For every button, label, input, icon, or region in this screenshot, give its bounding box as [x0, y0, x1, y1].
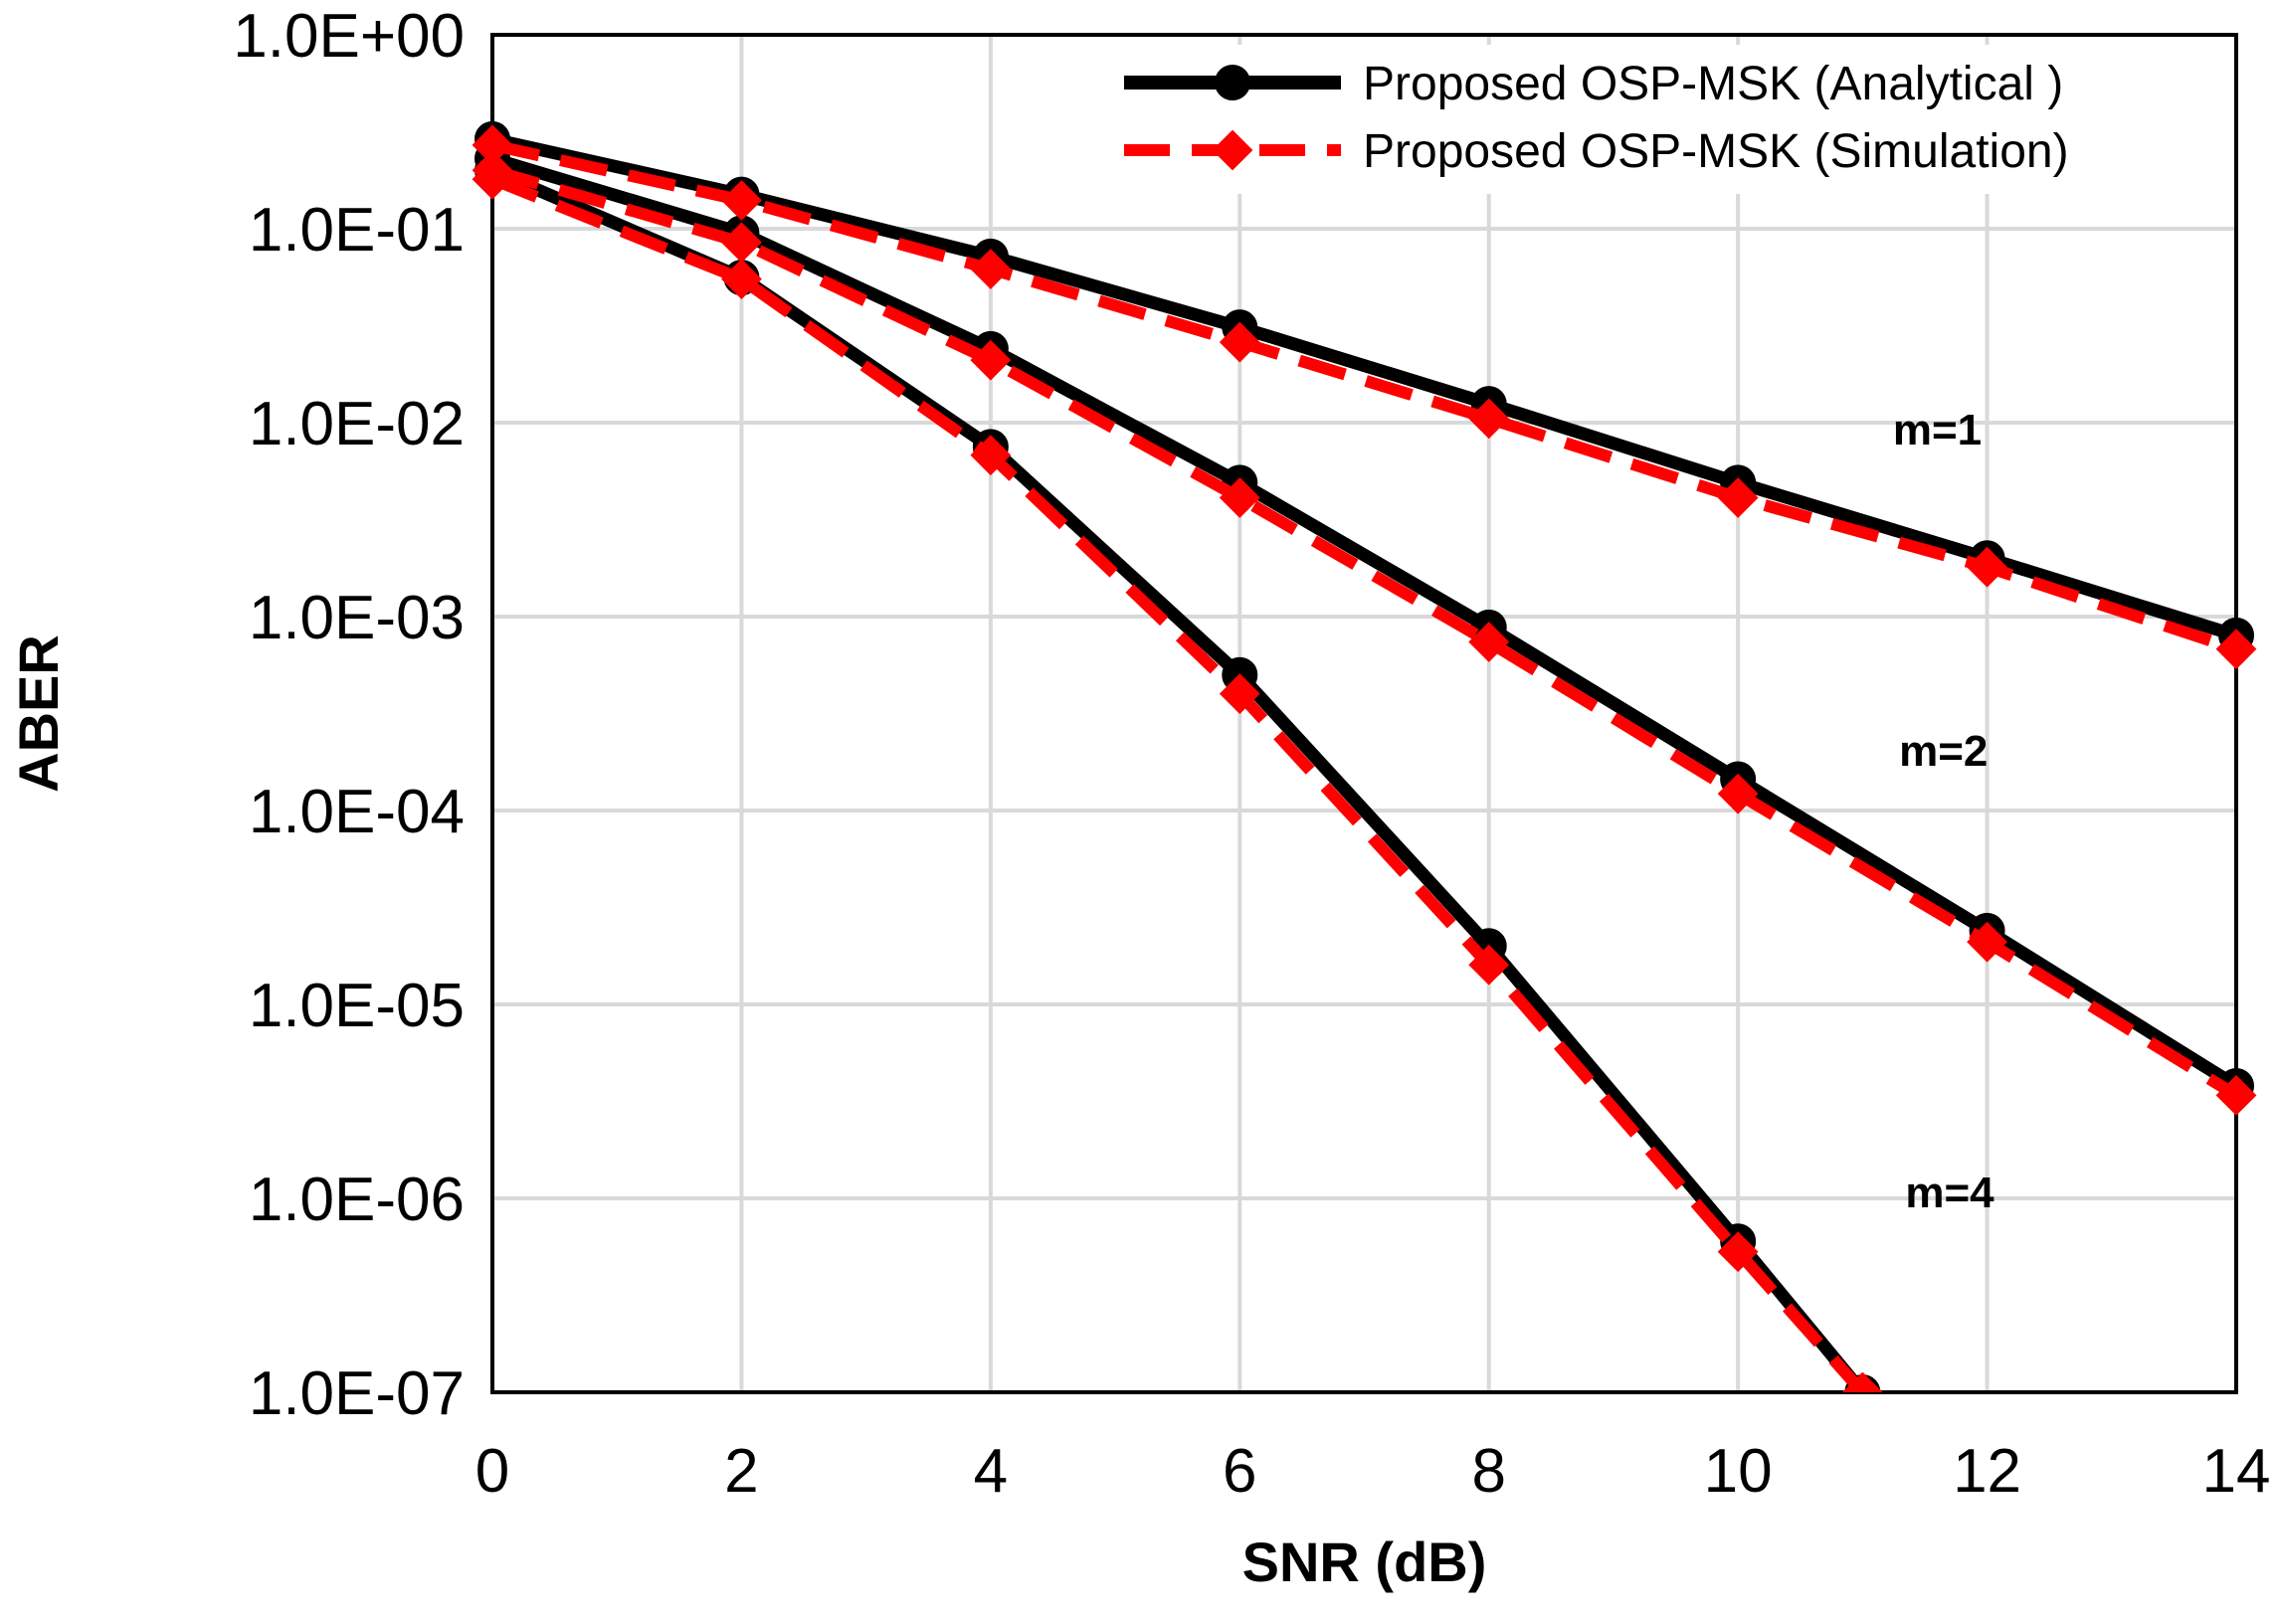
x-tick-label: 10: [1704, 1437, 1773, 1506]
y-tick-label: 1.0E-02: [249, 390, 465, 458]
data-series: [472, 120, 2257, 1392]
annotation-label: m=1: [1893, 406, 1982, 454]
series-line: [490, 164, 2240, 1101]
x-tick-label: 4: [974, 1437, 1008, 1506]
data-point-diamond: [1717, 1231, 1759, 1273]
legend-label: Proposed OSP-MSK (Analytical ): [1363, 58, 2063, 110]
y-tick-label: 1.0E+00: [233, 2, 465, 71]
y-axis-title: ABER: [7, 634, 70, 793]
curve-annotations: m=1 m=2 m=4: [1893, 406, 1994, 1217]
x-tick-label: 6: [1223, 1437, 1256, 1506]
y-tick-label: 1.0E-07: [249, 1359, 465, 1428]
x-tick-label: 14: [2202, 1437, 2271, 1506]
x-axis-tick-labels: 0 2 4 6 8 10 12 14: [475, 1437, 2271, 1506]
data-point-diamond: [2215, 1074, 2257, 1116]
legend-marker-circle: [1215, 65, 1250, 100]
data-point-diamond: [1841, 1371, 1883, 1392]
annotation-label: m=2: [1899, 727, 1988, 776]
data-point-diamond: [1717, 477, 1759, 518]
x-tick-label: 12: [1953, 1437, 2021, 1506]
data-point-diamond: [1967, 921, 2007, 963]
data-point-diamond: [2215, 629, 2257, 670]
series-line: [485, 151, 2243, 1093]
legend-entry-simulation: Proposed OSP-MSK (Simulation): [1124, 125, 2069, 178]
data-point-diamond: [1219, 321, 1260, 363]
data-point-diamond: [970, 249, 1012, 289]
legend-entry-analytical: Proposed OSP-MSK (Analytical ): [1124, 58, 2063, 110]
data-point-diamond: [721, 259, 762, 300]
x-axis-title: SNR (dB): [1242, 1531, 1487, 1593]
y-tick-label: 1.0E-05: [249, 972, 465, 1040]
plot-area-border: [490, 33, 2238, 1394]
series-simulation-5: [472, 158, 1883, 1392]
series-simulation-1: [472, 124, 2257, 670]
series-line: [485, 132, 2243, 642]
data-point-diamond: [1219, 477, 1260, 518]
y-tick-label: 1.0E-03: [249, 584, 465, 652]
x-tick-label: 2: [724, 1437, 758, 1506]
legend-marker-diamond: [1212, 129, 1253, 171]
y-tick-label: 1.0E-04: [249, 778, 465, 846]
legend-background: [1109, 45, 2134, 194]
data-point-diamond: [1468, 944, 1510, 986]
y-axis-tick-labels: 1.0E+00 1.0E-01 1.0E-02 1.0E-03 1.0E-04 1.0E-…: [233, 2, 465, 1428]
y-tick-label: 1.0E-06: [249, 1166, 465, 1234]
x-tick-label: 8: [1471, 1437, 1505, 1506]
data-point-diamond: [1717, 773, 1759, 814]
x-tick-label: 0: [475, 1437, 509, 1506]
series-line: [490, 139, 2238, 655]
series-simulation-3: [472, 149, 2257, 1116]
data-point-diamond: [970, 435, 1012, 476]
y-tick-label: 1.0E-01: [249, 196, 465, 265]
legend: Proposed OSP-MSK (Analytical ) Proposed …: [1109, 45, 2134, 194]
data-point-diamond: [472, 158, 513, 200]
data-point-diamond: [1468, 622, 1510, 662]
annotation-label: m=4: [1905, 1169, 1994, 1217]
legend-label: Proposed OSP-MSK (Simulation): [1363, 125, 2069, 178]
data-point-diamond: [1967, 546, 2007, 588]
data-point-diamond: [1219, 673, 1260, 715]
data-point-diamond: [1468, 398, 1510, 440]
data-point-diamond: [721, 180, 762, 221]
data-point-diamond: [970, 339, 1012, 381]
